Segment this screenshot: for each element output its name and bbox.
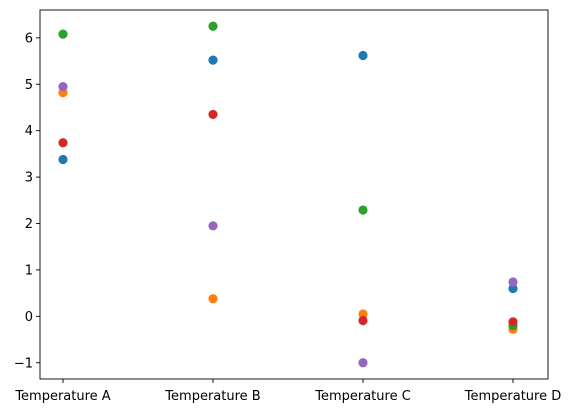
data-point-s4-1 — [58, 138, 68, 148]
y-tick-label: 1 — [25, 263, 33, 278]
x-tick-label: Temperature A — [14, 389, 110, 404]
data-point-s1-3 — [358, 50, 368, 61]
y-tick-label: −1 — [14, 356, 33, 371]
data-point-s5-4 — [508, 277, 518, 287]
data-point-s3-3 — [358, 205, 368, 215]
axes-frame — [39, 9, 549, 380]
data-point-s5-3 — [358, 358, 368, 368]
axes: −1 0 1 2 3 4 5 6 Temperature A Temperature B Tempe… — [14, 9, 562, 404]
y-tick-label: 0 — [25, 310, 33, 325]
data-point-s4-4 — [508, 317, 518, 327]
data-point-s3-1 — [58, 29, 68, 39]
x-tick-label: Temperature C — [314, 389, 411, 404]
data-point-s2-3 — [358, 309, 368, 319]
data-point-s4-2 — [208, 109, 218, 120]
y-tick-label: 6 — [25, 31, 33, 46]
y-tick-label: 2 — [25, 217, 33, 232]
y-tick-label: 4 — [25, 124, 33, 139]
x-tick-label: Temperature D — [464, 389, 562, 404]
y-tick-label: 5 — [25, 78, 33, 93]
plot-area — [40, 10, 548, 379]
data-point-s4-3 — [358, 315, 368, 326]
data-point-s2-2 — [208, 294, 218, 304]
data-point-s1-1 — [58, 154, 68, 165]
data-points — [58, 21, 518, 368]
data-point-s1-2 — [208, 55, 218, 65]
data-point-s3-2 — [208, 21, 218, 31]
data-point-s5-1 — [58, 81, 68, 92]
y-tick-label: 3 — [25, 171, 33, 186]
data-point-s5-2 — [208, 221, 218, 231]
x-tick-label: Temperature B — [164, 389, 260, 404]
data-point-s1-4 — [508, 283, 518, 294]
plot-background — [40, 10, 548, 379]
